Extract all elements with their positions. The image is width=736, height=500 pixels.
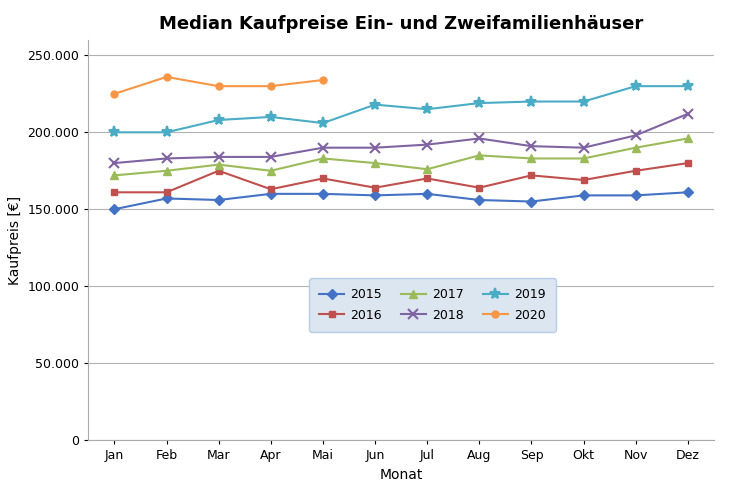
- 2017: [684, 136, 693, 141]
- 2015: [475, 197, 484, 203]
- 2019: [110, 130, 118, 136]
- 2018: [579, 144, 588, 150]
- 2018: [266, 154, 275, 160]
- Line: 2018: 2018: [110, 109, 693, 168]
- Line: 2015: 2015: [111, 189, 691, 212]
- Y-axis label: Kaufpreis [€]: Kaufpreis [€]: [8, 196, 22, 284]
- 2017: [631, 144, 640, 150]
- 2019: [422, 106, 431, 112]
- Line: 2017: 2017: [110, 134, 692, 180]
- 2018: [527, 143, 536, 149]
- 2017: [214, 162, 223, 168]
- 2020: [319, 77, 328, 83]
- 2019: [214, 117, 223, 123]
- 2019: [162, 130, 171, 136]
- 2020: [214, 83, 223, 89]
- 2018: [214, 154, 223, 160]
- 2018: [162, 156, 171, 162]
- 2019: [527, 98, 536, 104]
- Line: 2020: 2020: [111, 74, 326, 98]
- 2015: [266, 191, 275, 197]
- 2018: [422, 142, 431, 148]
- 2016: [684, 160, 693, 166]
- 2017: [527, 156, 536, 162]
- 2017: [371, 160, 380, 166]
- 2016: [631, 168, 640, 174]
- X-axis label: Monat: Monat: [380, 468, 422, 481]
- 2015: [579, 192, 588, 198]
- 2016: [475, 184, 484, 190]
- 2016: [266, 186, 275, 192]
- 2017: [475, 152, 484, 158]
- Title: Median Kaufpreise Ein- und Zweifamilienhäuser: Median Kaufpreise Ein- und Zweifamilienh…: [159, 15, 643, 33]
- 2018: [684, 111, 693, 117]
- 2017: [110, 172, 118, 178]
- Legend: 2015, 2016, 2017, 2018, 2019, 2020: 2015, 2016, 2017, 2018, 2019, 2020: [309, 278, 556, 332]
- 2019: [631, 83, 640, 89]
- 2015: [162, 196, 171, 202]
- 2018: [475, 136, 484, 141]
- 2019: [371, 102, 380, 107]
- 2015: [110, 206, 118, 212]
- 2018: [319, 144, 328, 150]
- 2016: [579, 177, 588, 183]
- 2015: [371, 192, 380, 198]
- 2017: [266, 168, 275, 174]
- Line: 2019: 2019: [109, 80, 693, 138]
- 2020: [266, 83, 275, 89]
- 2016: [371, 184, 380, 190]
- 2015: [214, 197, 223, 203]
- 2016: [110, 190, 118, 196]
- 2016: [319, 176, 328, 182]
- 2015: [422, 191, 431, 197]
- 2015: [631, 192, 640, 198]
- 2020: [162, 74, 171, 80]
- 2015: [684, 190, 693, 196]
- 2015: [319, 191, 328, 197]
- 2017: [422, 166, 431, 172]
- 2017: [162, 168, 171, 174]
- 2020: [110, 91, 118, 97]
- 2019: [684, 83, 693, 89]
- 2016: [162, 190, 171, 196]
- 2018: [371, 144, 380, 150]
- 2016: [214, 168, 223, 174]
- 2017: [319, 156, 328, 162]
- 2019: [266, 114, 275, 120]
- 2016: [527, 172, 536, 178]
- 2019: [579, 98, 588, 104]
- 2019: [319, 120, 328, 126]
- 2017: [579, 156, 588, 162]
- 2018: [631, 132, 640, 138]
- 2019: [475, 100, 484, 106]
- 2018: [110, 160, 118, 166]
- Line: 2016: 2016: [111, 160, 691, 196]
- 2015: [527, 198, 536, 204]
- 2016: [422, 176, 431, 182]
